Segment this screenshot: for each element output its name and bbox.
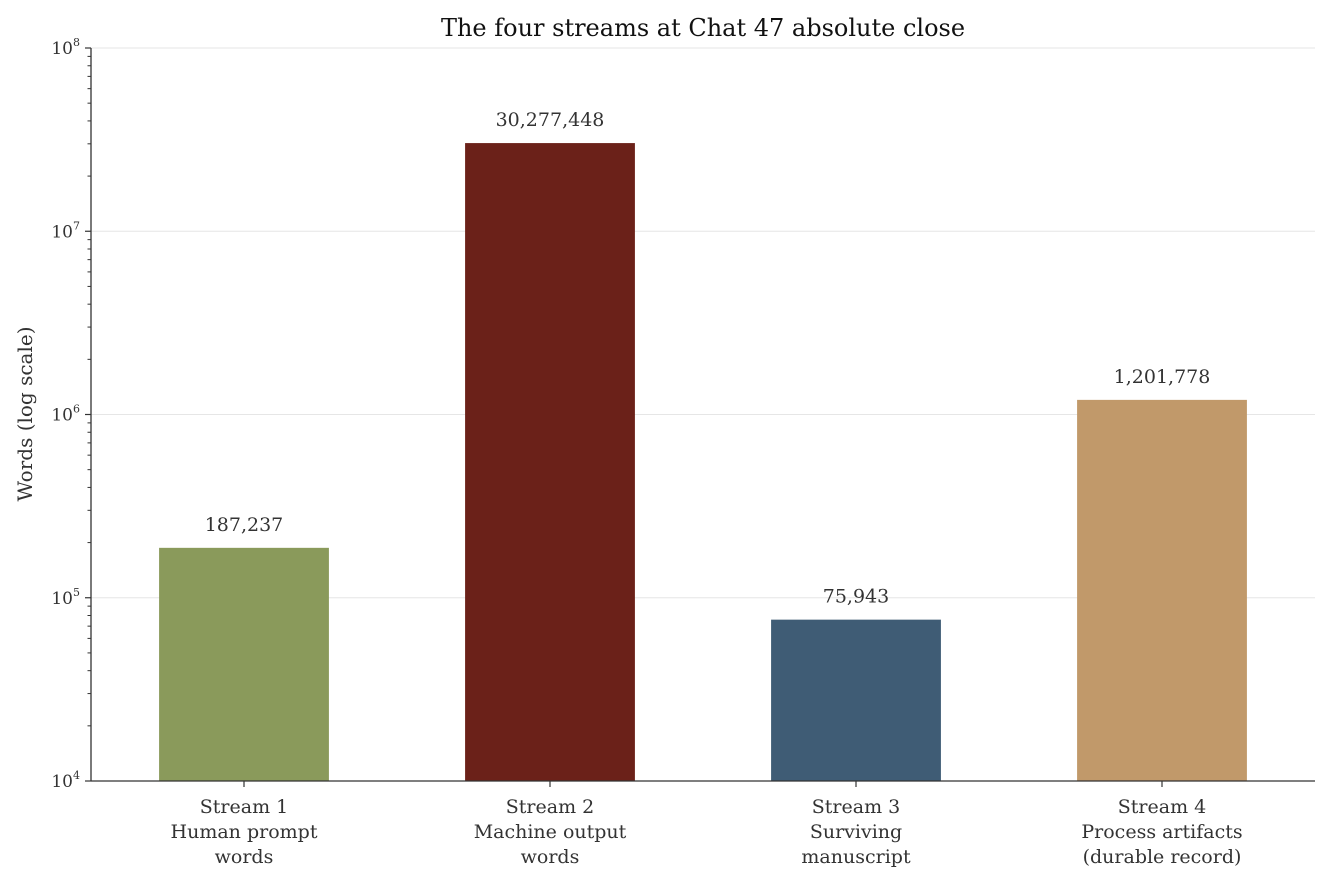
x-tick-label: Stream 1 [200, 796, 288, 818]
y-axis-label: Words (log scale) [13, 326, 37, 501]
bar [1077, 399, 1247, 781]
y-tick-label: 107 [51, 219, 80, 242]
x-tick-label: Stream 3 [812, 796, 900, 818]
x-tick-label: Stream 4 [1118, 796, 1206, 818]
data-label: 75,943 [823, 586, 889, 608]
y-tick-label: 105 [51, 586, 80, 609]
data-label: 30,277,448 [496, 109, 605, 131]
x-tick-label: manuscript [801, 846, 911, 868]
axes [85, 47, 1315, 787]
x-tick-label: Surviving [810, 821, 902, 843]
y-tick-label: 108 [51, 36, 80, 59]
y-tick-label: 104 [51, 769, 80, 792]
x-tick-label: words [521, 846, 580, 868]
bar [771, 619, 941, 781]
data-label: 187,237 [205, 514, 284, 536]
y-tick-label: 106 [51, 403, 80, 426]
x-tick-label: Human prompt [171, 821, 318, 843]
x-tick-label: Process artifacts [1081, 821, 1242, 843]
chart-title: The four streams at Chat 47 absolute clo… [441, 14, 965, 42]
labels: 187,237 Stream 1 Human prompt words 30,277,4… [51, 36, 1242, 868]
data-label: 1,201,778 [1114, 366, 1211, 388]
x-tick-label: Stream 2 [506, 796, 594, 818]
x-tick-label: (durable record) [1083, 846, 1242, 868]
bar [465, 143, 635, 781]
bar [159, 547, 329, 781]
x-tick-label: Machine output [474, 821, 627, 843]
x-tick-label: words [215, 846, 274, 868]
bars [159, 143, 1247, 781]
